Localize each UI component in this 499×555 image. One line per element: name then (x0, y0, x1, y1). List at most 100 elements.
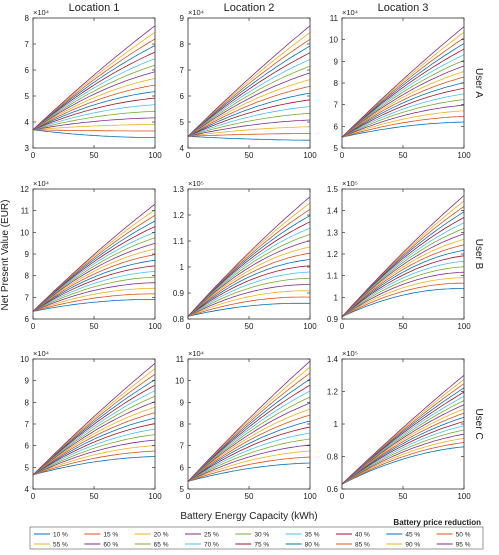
series-line (187, 25, 311, 137)
y-tick-label: 6 (334, 122, 339, 131)
y-tick-label: 0.9 (327, 315, 339, 324)
y-tick-label: 9 (25, 377, 30, 386)
x-tick-label: 50 (245, 322, 254, 331)
legend-label: 55 % (53, 542, 68, 549)
series-line (32, 25, 156, 131)
series-line (341, 104, 465, 138)
series-line (32, 243, 156, 312)
series-line (32, 282, 156, 312)
y-tick-label: 6 (180, 92, 185, 101)
axis-exponent: ×10⁴ (33, 349, 49, 358)
series-line (32, 91, 156, 131)
series-line (187, 384, 311, 482)
legend-label: 75 % (254, 542, 269, 549)
series-line (187, 396, 311, 482)
legend-label: 40 % (355, 532, 370, 539)
x-tick-label: 50 (245, 151, 254, 160)
series-line (32, 271, 156, 312)
y-tick-label: 5 (180, 485, 185, 494)
series-line (32, 423, 156, 476)
x-tick-label: 50 (245, 492, 254, 501)
axis-exponent: ×10⁴ (188, 349, 204, 358)
y-tick-label: 0.8 (327, 453, 339, 462)
series-line (341, 277, 465, 318)
y-tick-label: 8 (334, 79, 339, 88)
y-tick-label: 1.2 (327, 388, 339, 397)
series-line (32, 32, 156, 131)
y-tick-label: 1.5 (327, 185, 339, 194)
series-line (187, 360, 311, 482)
series-line (341, 416, 465, 485)
series-line (32, 237, 156, 312)
legend-label: 10 % (53, 532, 68, 539)
series-line (187, 135, 310, 141)
row-title: User A (473, 68, 484, 98)
series-line (32, 254, 156, 312)
series-line (32, 417, 156, 476)
series-line (187, 284, 310, 317)
series-line (187, 38, 311, 137)
series-line (32, 390, 156, 476)
y-tick-label: 1.4 (327, 207, 339, 216)
x-tick-label: 100 (457, 151, 471, 160)
y-tick-label: 7 (25, 293, 30, 302)
y-tick-label: 4 (25, 485, 30, 494)
x-tick-label: 100 (457, 322, 471, 331)
axis-exponent: ×10⁴ (188, 8, 204, 17)
x-tick-label: 100 (148, 492, 162, 501)
series-line (187, 414, 311, 482)
series-line (341, 446, 465, 485)
series-line (341, 442, 465, 485)
y-tick-label: 9 (334, 57, 339, 66)
series-line (187, 65, 311, 137)
series-line (341, 421, 465, 485)
y-tick-label: 1.1 (173, 237, 185, 246)
y-tick-label: 11 (330, 14, 339, 23)
series-line (187, 296, 310, 317)
series-line (187, 126, 311, 137)
legend-label: 85 % (355, 542, 370, 549)
x-tick-label: 0 (31, 322, 36, 331)
series-line (187, 290, 311, 317)
series-line (341, 110, 465, 138)
series-line (341, 82, 465, 138)
series-line (341, 54, 465, 138)
series-line (32, 450, 156, 476)
axis-exponent: ×10⁴ (342, 8, 358, 17)
series-line (32, 84, 156, 131)
y-tick-label: 1.4 (327, 355, 339, 364)
row-title: User C (473, 408, 484, 439)
y-tick-label: 0.6 (327, 485, 339, 494)
series-line (32, 362, 156, 476)
y-tick-label: 9 (180, 14, 185, 23)
legend-label: 25 % (204, 532, 219, 539)
series-line (187, 390, 311, 482)
legend-label: 30 % (254, 532, 269, 539)
series-line (341, 228, 465, 318)
legend-label: 50 % (456, 532, 471, 539)
x-tick-label: 0 (340, 322, 345, 331)
x-tick-label: 100 (303, 322, 317, 331)
series-line (187, 92, 311, 137)
series-line (341, 121, 465, 138)
series-line (341, 116, 465, 138)
series-line (187, 52, 311, 137)
y-tick-label: 5 (180, 118, 185, 127)
series-line (341, 429, 465, 485)
legend-label: 15 % (103, 532, 118, 539)
series-line (32, 248, 156, 312)
legend-label: 80 % (305, 542, 320, 549)
series-line (187, 302, 311, 317)
axis-exponent: ×10⁵ (188, 179, 204, 188)
series-line (187, 420, 311, 482)
y-tick-label: 1 (334, 420, 339, 429)
series-line (32, 412, 156, 476)
y-tick-label: 7 (334, 101, 339, 110)
y-tick-label: 11 (21, 207, 30, 216)
series-line (341, 59, 465, 138)
series-line (187, 426, 311, 482)
y-tick-label: 5 (25, 92, 30, 101)
series-line (341, 93, 465, 138)
series-line (341, 249, 465, 318)
